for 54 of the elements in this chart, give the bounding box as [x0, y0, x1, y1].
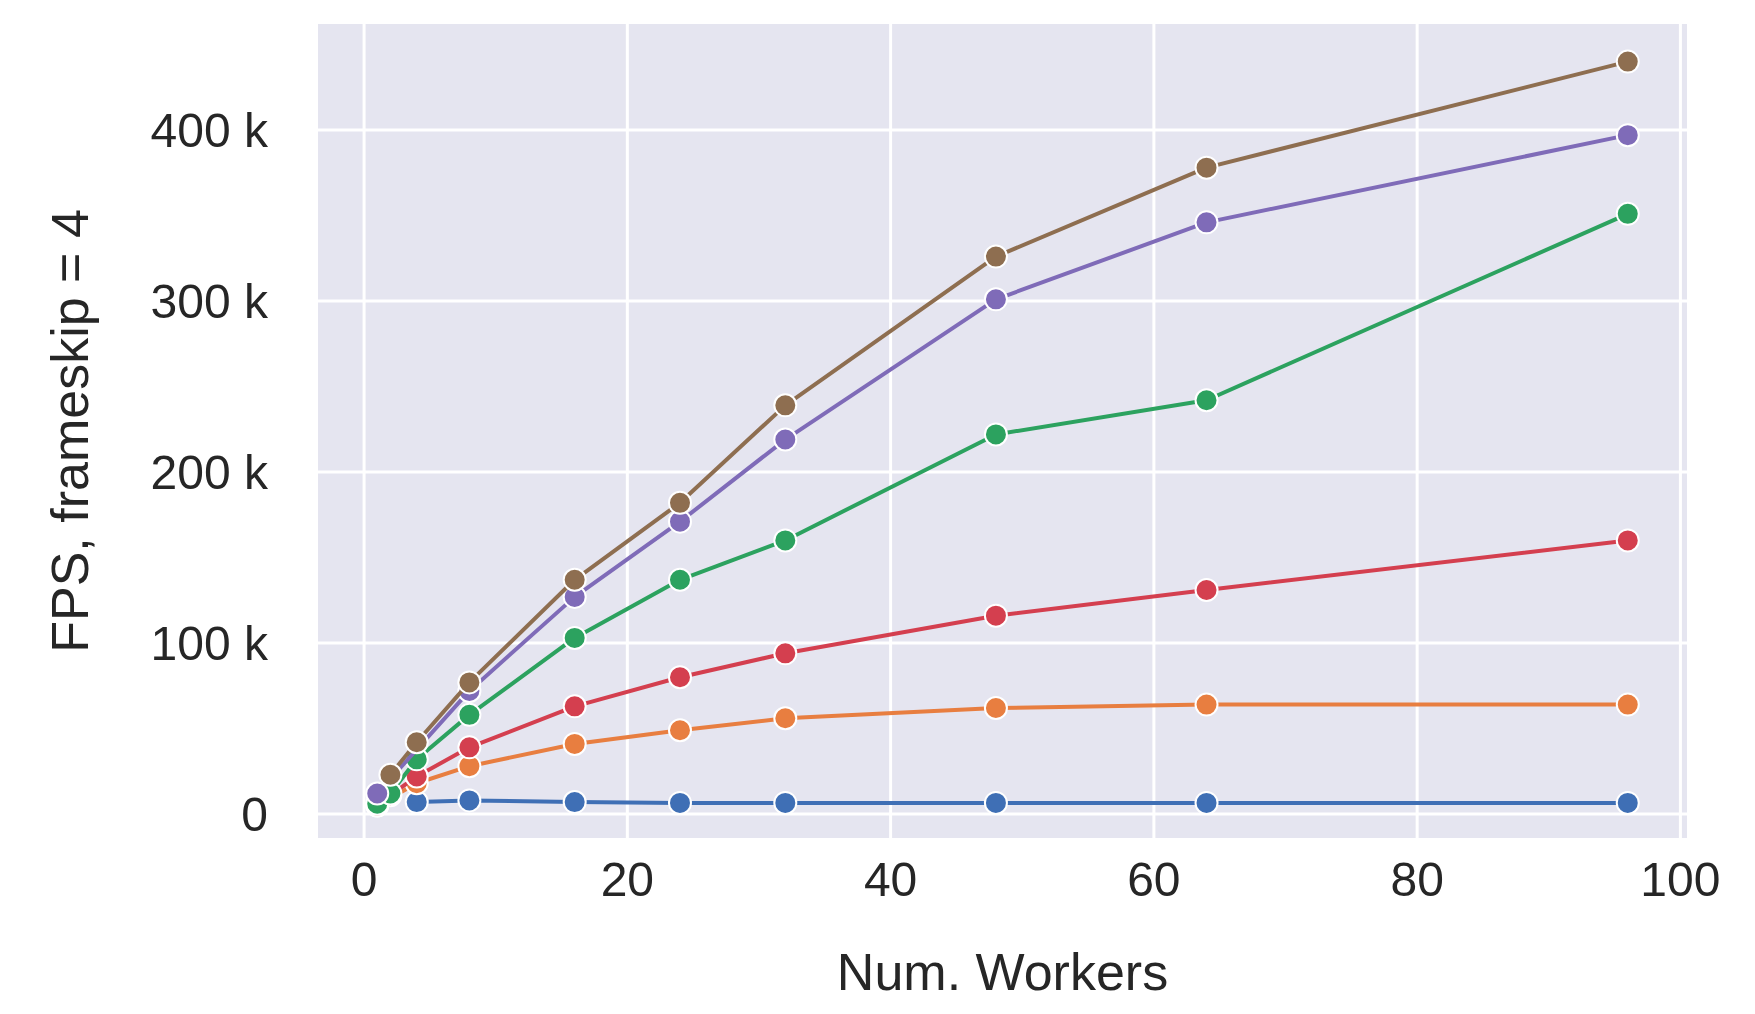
point: [562, 694, 587, 719]
x-tick-label: 80: [1390, 853, 1444, 906]
x-tick-label: 0: [350, 853, 378, 906]
point: [1194, 578, 1219, 603]
point: [983, 790, 1008, 815]
y-tick-label: 0: [241, 788, 268, 842]
x-axis-title: Num. Workers: [836, 943, 1169, 1001]
x-tick-label: 60: [1127, 853, 1181, 906]
point: [773, 706, 798, 731]
point: [668, 567, 692, 592]
point: [1615, 201, 1640, 226]
point: [1615, 528, 1640, 553]
point: [1615, 790, 1640, 815]
point: [773, 790, 798, 815]
x-tick-label: 20: [600, 853, 655, 906]
point: [1194, 692, 1219, 717]
point: [365, 781, 390, 806]
y-tick-label: 400 k: [150, 104, 269, 158]
point: [1194, 388, 1219, 413]
y-tick-label: 100 k: [150, 617, 269, 671]
point: [668, 490, 692, 515]
point: [1615, 692, 1640, 717]
x-tick-label: 40: [863, 853, 918, 906]
point: [562, 567, 587, 592]
point: [1615, 123, 1640, 148]
x-tick-label: 100: [1640, 853, 1721, 906]
y-tick-label: 300 k: [150, 275, 269, 329]
point: [773, 528, 798, 553]
point: [457, 702, 482, 727]
point: [983, 696, 1008, 721]
point: [773, 393, 798, 418]
point: [983, 244, 1008, 269]
point: [668, 790, 692, 815]
point: [562, 731, 587, 756]
point: [562, 625, 587, 650]
point: [562, 790, 587, 815]
point: [668, 665, 692, 690]
y-axis-title: FPS, frameskip = 4: [41, 209, 99, 653]
point: [1194, 155, 1219, 180]
point: [773, 427, 798, 452]
point: [457, 670, 482, 695]
point: [404, 730, 429, 755]
point: [983, 422, 1008, 447]
point: [378, 762, 403, 787]
point: [1194, 210, 1219, 235]
point: [773, 641, 798, 666]
point: [457, 788, 482, 813]
point: [668, 718, 692, 743]
y-tick-label: 200 k: [150, 446, 269, 500]
point: [983, 287, 1008, 312]
point: [1194, 790, 1219, 815]
point: [983, 603, 1008, 628]
point: [1615, 49, 1640, 74]
point: [457, 735, 482, 760]
